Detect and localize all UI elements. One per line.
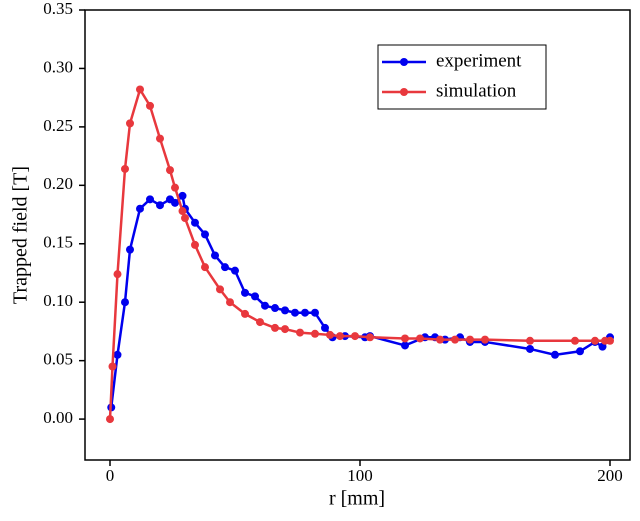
y-tick-label: 0.30 xyxy=(43,57,73,76)
data-point xyxy=(526,344,534,353)
data-point xyxy=(401,341,409,350)
data-point xyxy=(136,85,144,94)
data-point xyxy=(126,245,134,254)
data-point xyxy=(296,328,304,337)
data-point xyxy=(576,347,584,356)
data-point xyxy=(466,335,474,344)
data-point xyxy=(178,207,187,216)
data-point xyxy=(606,336,614,345)
data-point xyxy=(171,198,179,207)
data-point xyxy=(591,336,599,345)
y-tick-label: 0.35 xyxy=(43,0,73,18)
legend-label: simulation xyxy=(436,80,517,101)
data-point xyxy=(401,334,409,343)
data-point xyxy=(551,350,559,359)
data-point xyxy=(181,214,189,223)
data-point xyxy=(191,218,199,227)
series-line xyxy=(108,86,610,420)
x-tick-label: 100 xyxy=(347,466,373,485)
data-point xyxy=(146,195,154,204)
data-point xyxy=(311,329,319,338)
data-point xyxy=(321,323,329,332)
data-point xyxy=(571,336,579,345)
plot-frame xyxy=(84,9,631,461)
data-point xyxy=(113,350,122,359)
data-point xyxy=(121,164,129,173)
x-tick-label: 200 xyxy=(597,466,623,485)
y-tick-label: 0.00 xyxy=(43,408,73,427)
data-point xyxy=(178,191,187,200)
data-point xyxy=(136,204,144,213)
data-point xyxy=(271,323,279,332)
data-point xyxy=(301,308,309,317)
data-point xyxy=(156,201,164,210)
data-point xyxy=(241,288,249,297)
data-point xyxy=(451,335,459,344)
legend-marker xyxy=(400,88,408,96)
legend-marker xyxy=(400,58,408,66)
data-point xyxy=(326,330,334,339)
data-point xyxy=(226,298,234,307)
data-point xyxy=(201,230,209,239)
data-point xyxy=(366,333,374,342)
data-point xyxy=(231,266,239,275)
data-point xyxy=(416,334,424,343)
data-point xyxy=(121,298,129,307)
y-tick-label: 0.10 xyxy=(43,291,73,310)
legend-label: experiment xyxy=(436,50,522,71)
y-tick-label: 0.15 xyxy=(43,233,73,252)
data-point xyxy=(336,332,344,341)
data-point xyxy=(291,308,299,317)
data-point xyxy=(106,415,114,424)
data-point xyxy=(171,183,179,192)
y-tick-label: 0.05 xyxy=(43,350,73,369)
data-point xyxy=(261,301,269,310)
data-point xyxy=(166,166,174,175)
data-point xyxy=(481,335,489,344)
y-tick-label: 0.25 xyxy=(43,116,73,135)
x-axis-label: r [mm] xyxy=(329,488,385,510)
legend-box xyxy=(377,44,547,110)
series-line xyxy=(110,193,611,408)
y-axis-label: Trapped field [T] xyxy=(10,166,32,304)
data-point xyxy=(201,263,209,272)
data-point xyxy=(221,263,229,272)
data-point xyxy=(436,335,444,344)
data-point xyxy=(281,325,289,334)
data-point xyxy=(311,308,319,317)
data-point xyxy=(526,336,534,345)
x-tick-label: 0 xyxy=(106,466,115,485)
data-point xyxy=(241,309,249,318)
data-point xyxy=(281,306,289,315)
data-point xyxy=(251,292,259,301)
data-point xyxy=(191,240,199,249)
data-point xyxy=(156,134,164,143)
y-tick-label: 0.20 xyxy=(43,174,73,193)
data-point xyxy=(146,101,154,110)
data-point xyxy=(113,270,122,279)
data-point xyxy=(271,304,279,313)
data-point xyxy=(256,318,264,327)
data-point xyxy=(216,285,224,294)
data-point xyxy=(351,332,359,341)
data-point xyxy=(211,251,219,260)
data-point xyxy=(126,119,134,128)
data-point xyxy=(108,362,117,371)
